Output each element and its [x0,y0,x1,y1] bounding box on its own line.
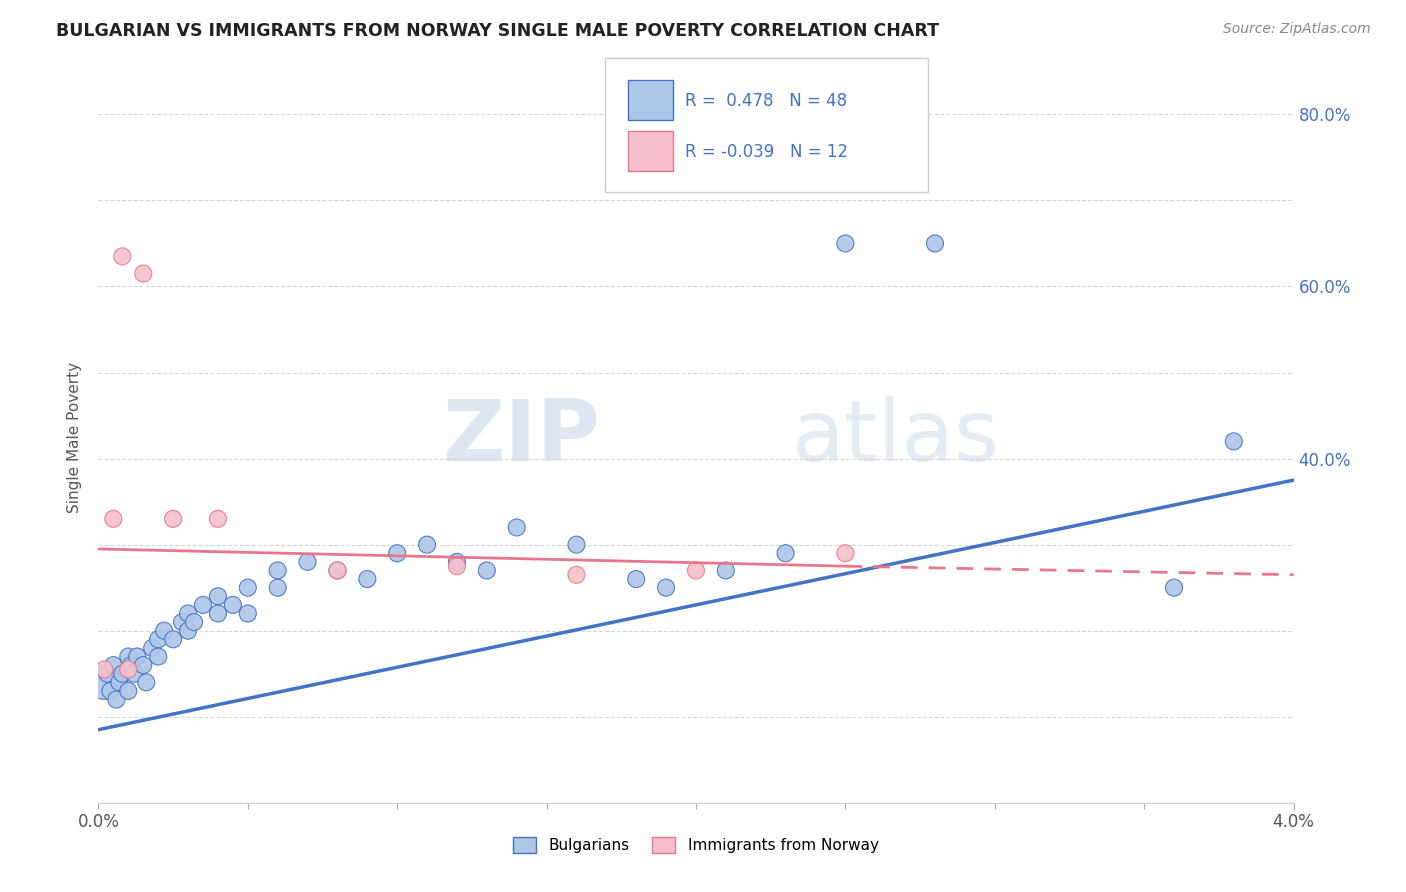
Text: BULGARIAN VS IMMIGRANTS FROM NORWAY SINGLE MALE POVERTY CORRELATION CHART: BULGARIAN VS IMMIGRANTS FROM NORWAY SING… [56,22,939,40]
Point [177,624,200,638]
Point [446,555,468,569]
Point [117,684,139,698]
Point [111,666,134,681]
Point [93,675,115,690]
Point [132,658,155,673]
Text: R =  0.478   N = 48: R = 0.478 N = 48 [685,92,846,110]
Point [117,649,139,664]
Point [565,538,588,552]
Point [132,267,155,281]
Point [416,538,439,552]
Point [127,649,149,664]
Point [267,581,290,595]
Point [96,666,118,681]
Point [356,572,378,586]
Point [103,658,125,673]
Point [148,632,170,647]
Point [1163,581,1185,595]
Point [108,675,131,690]
Point [124,666,146,681]
Point [141,640,163,655]
Point [267,564,290,578]
Point [172,615,194,629]
Point [475,564,498,578]
Point [93,662,115,676]
Point [153,624,176,638]
Point [714,564,737,578]
Point [162,632,184,647]
Point [1223,434,1246,449]
Text: ZIP: ZIP [443,395,600,479]
Point [236,607,259,621]
Point [297,555,319,569]
Point [775,546,797,560]
Point [120,658,142,673]
Point [177,607,200,621]
Point [834,546,856,560]
Point [236,581,259,595]
Point [565,567,588,582]
Y-axis label: Single Male Poverty: Single Male Poverty [67,361,83,513]
Point [685,564,707,578]
Point [135,675,157,690]
Point [103,512,125,526]
Point [222,598,245,612]
Point [148,649,170,664]
Point [506,520,529,534]
Point [326,564,349,578]
Point [655,581,678,595]
Legend: Bulgarians, Immigrants from Norway: Bulgarians, Immigrants from Norway [506,830,886,861]
Text: R = -0.039   N = 12: R = -0.039 N = 12 [685,143,848,161]
Point [183,615,205,629]
Point [326,564,349,578]
Text: Source: ZipAtlas.com: Source: ZipAtlas.com [1223,22,1371,37]
Point [98,684,122,698]
Point [117,662,139,676]
Point [834,236,856,251]
Point [207,607,229,621]
Point [626,572,648,586]
Point [111,249,134,263]
Point [191,598,214,612]
Point [924,236,946,251]
Point [207,512,229,526]
Point [385,546,409,560]
Point [162,512,184,526]
Point [105,692,128,706]
Point [446,559,468,574]
Point [207,589,229,603]
Text: atlas: atlas [792,395,1000,479]
